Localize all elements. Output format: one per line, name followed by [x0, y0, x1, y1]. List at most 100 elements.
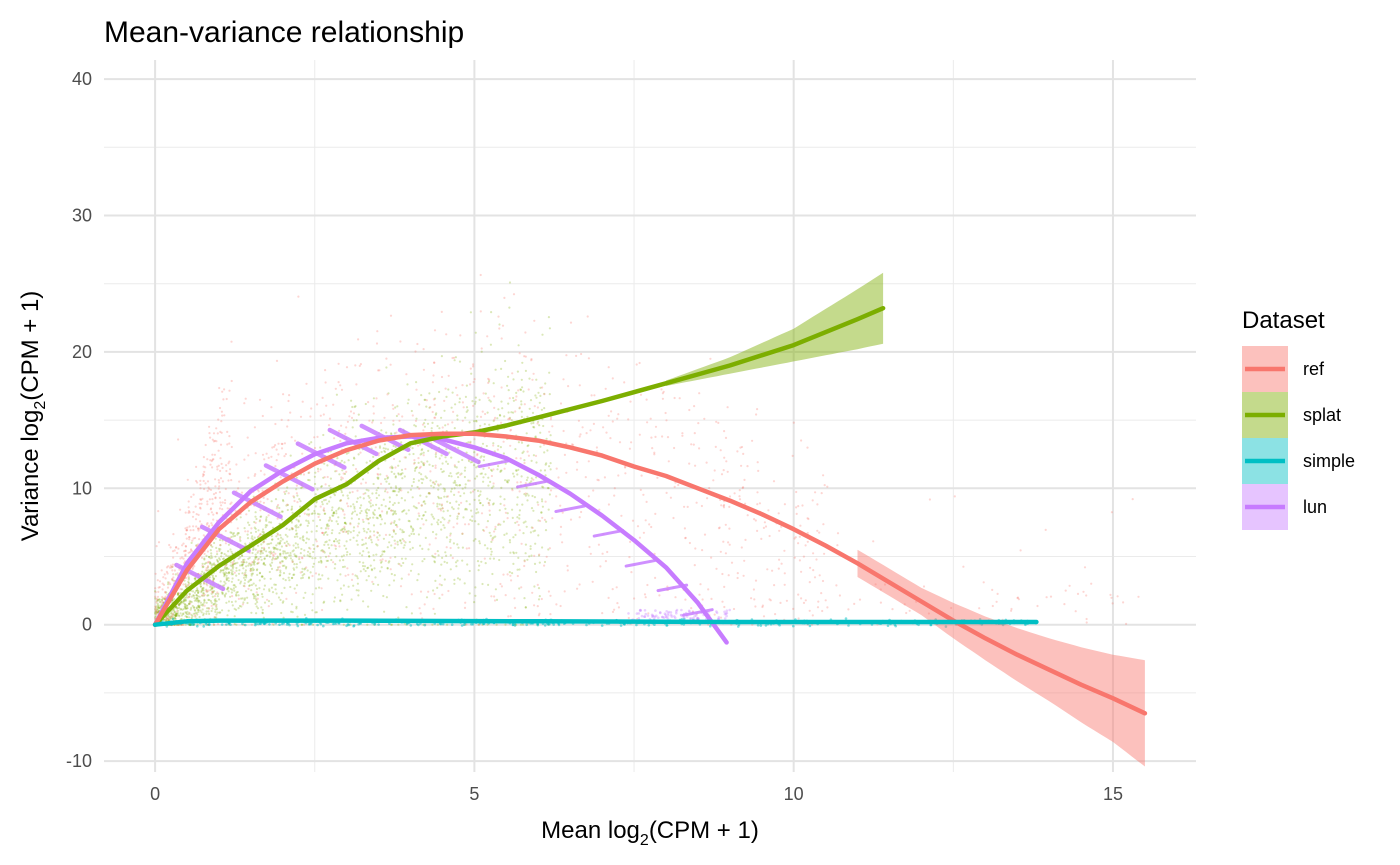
- data-point: [260, 606, 263, 609]
- data-point: [618, 441, 622, 444]
- data-point: [721, 600, 724, 603]
- data-point: [656, 476, 659, 479]
- data-point: [209, 544, 213, 547]
- data-point: [211, 458, 214, 461]
- data-point: [257, 550, 260, 553]
- data-point: [724, 612, 728, 615]
- data-point: [767, 509, 770, 512]
- data-point: [548, 393, 551, 396]
- data-point: [480, 455, 483, 458]
- data-point: [482, 459, 485, 462]
- data-point: [231, 567, 234, 570]
- data-point: [292, 567, 295, 570]
- data-point: [387, 561, 390, 564]
- data-point: [254, 556, 257, 559]
- data-point: [336, 579, 339, 582]
- data-point: [342, 530, 345, 533]
- data-point: [235, 463, 238, 466]
- data-point: [257, 557, 260, 560]
- data-point: [337, 542, 341, 545]
- data-point: [420, 517, 424, 520]
- data-point: [274, 498, 278, 501]
- data-point: [359, 363, 362, 366]
- data-point: [673, 615, 676, 618]
- data-point: [372, 455, 375, 458]
- data-point: [171, 612, 174, 615]
- data-point: [169, 615, 172, 618]
- data-point: [444, 387, 447, 390]
- data-point: [371, 492, 374, 495]
- data-point: [1090, 582, 1093, 585]
- data-point: [343, 522, 346, 525]
- data-point: [736, 450, 739, 453]
- data-point: [345, 452, 348, 455]
- data-point: [408, 534, 411, 537]
- data-point: [345, 470, 348, 473]
- data-point: [439, 521, 442, 524]
- data-point: [1068, 584, 1071, 587]
- data-point: [201, 564, 204, 567]
- data-point: [186, 529, 189, 532]
- data-point: [301, 400, 304, 403]
- data-point: [192, 594, 195, 597]
- data-point: [340, 507, 343, 510]
- data-point: [211, 585, 214, 588]
- data-point: [292, 495, 295, 498]
- data-point: [384, 488, 387, 491]
- data-point: [267, 514, 270, 517]
- data-point: [202, 586, 205, 590]
- data-point: [155, 608, 159, 611]
- data-point: [381, 550, 384, 553]
- data-point: [277, 488, 280, 492]
- data-point: [518, 529, 521, 532]
- data-point: [604, 560, 608, 563]
- data-point: [420, 452, 423, 455]
- data-point: [174, 617, 177, 621]
- data-point: [588, 545, 591, 549]
- data-point: [410, 532, 413, 536]
- data-point: [543, 469, 547, 472]
- data-point: [155, 601, 158, 604]
- data-point: [212, 432, 216, 435]
- data-point: [263, 549, 266, 552]
- data-point: [194, 505, 197, 508]
- data-point: [380, 560, 383, 563]
- data-point: [316, 545, 319, 548]
- data-point: [240, 597, 243, 600]
- data-point: [349, 538, 352, 541]
- data-point: [260, 546, 263, 550]
- data-point: [188, 611, 191, 614]
- data-point: [338, 532, 341, 535]
- data-point: [277, 442, 280, 445]
- data-point: [284, 567, 288, 570]
- data-point: [440, 504, 443, 507]
- data-point: [453, 582, 456, 585]
- data-point: [308, 442, 311, 445]
- data-point: [474, 331, 477, 334]
- data-point: [214, 496, 217, 499]
- data-point: [311, 557, 314, 560]
- data-point: [182, 557, 185, 560]
- data-point: [251, 572, 254, 575]
- data-point: [456, 559, 459, 562]
- data-point: [243, 597, 247, 600]
- data-point: [227, 543, 230, 546]
- data-point: [465, 410, 468, 413]
- data-point: [236, 533, 239, 536]
- data-point: [530, 507, 534, 510]
- data-point: [469, 367, 472, 370]
- data-point: [422, 523, 425, 526]
- y-tick-label: 30: [72, 205, 92, 225]
- data-point: [262, 563, 265, 566]
- data-point: [762, 526, 766, 530]
- data-point: [211, 438, 214, 441]
- data-point: [376, 544, 379, 547]
- data-point: [742, 452, 745, 455]
- data-point: [191, 550, 194, 553]
- data-point: [235, 593, 238, 596]
- data-point: [472, 404, 475, 407]
- data-point: [457, 512, 460, 515]
- data-point: [279, 569, 282, 572]
- data-point: [470, 623, 473, 626]
